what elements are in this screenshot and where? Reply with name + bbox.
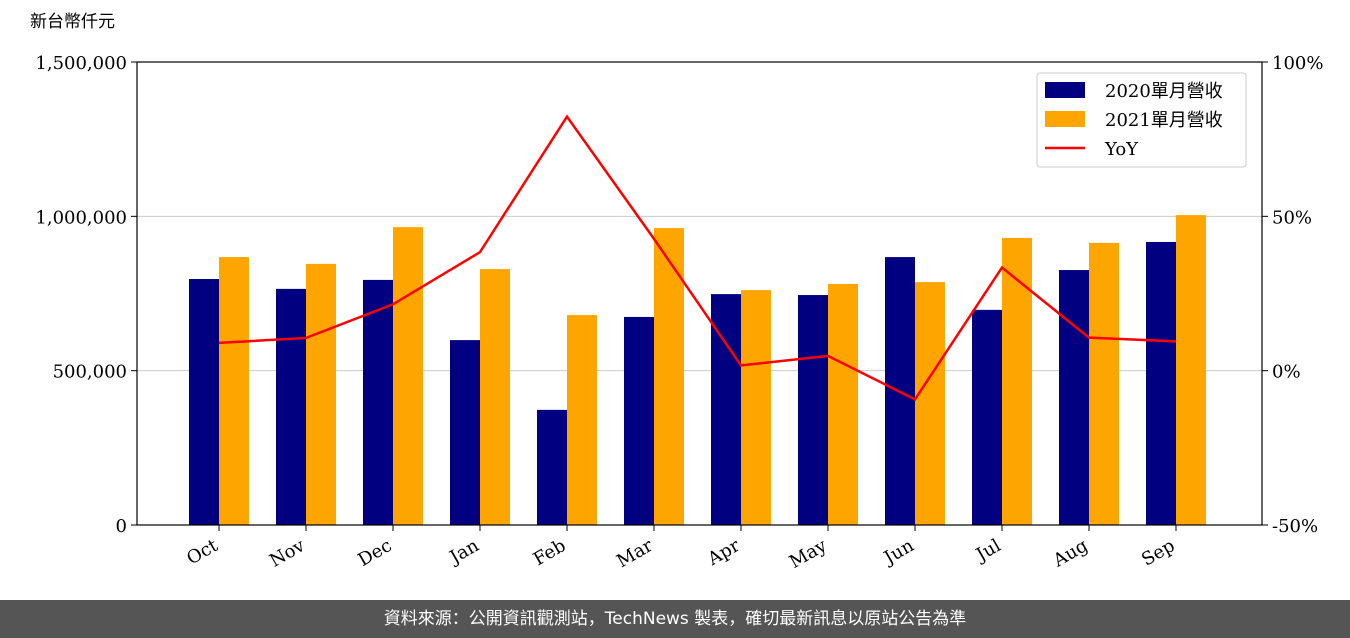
- bar: [654, 228, 684, 525]
- y-tick-label: 1,000,000: [35, 207, 127, 228]
- x-tick-label: Jun: [879, 535, 918, 570]
- x-tick-label: Sep: [1138, 535, 1178, 570]
- legend-label: 2020單月營收: [1105, 81, 1223, 102]
- legend-swatch: [1045, 82, 1085, 98]
- bar: [828, 283, 858, 525]
- y-tick-label: 1,500,000: [35, 53, 127, 74]
- line: [218, 114, 1177, 401]
- x-tick-label: Jul: [971, 535, 1005, 567]
- bar: [711, 294, 741, 525]
- y-tick-label: 0: [116, 516, 127, 537]
- x-tick-label: Oct: [183, 535, 222, 570]
- x-tick-label: Nov: [266, 535, 309, 572]
- x-tick-label: Jan: [445, 535, 483, 569]
- bar: [450, 340, 480, 525]
- y-axis-label: 新台幣仟元: [30, 12, 115, 32]
- bar: [219, 257, 249, 525]
- x-tick-label: Mar: [613, 535, 657, 572]
- bar: [567, 315, 597, 525]
- bar: [480, 269, 510, 525]
- bar: [306, 263, 336, 525]
- bar: [915, 282, 945, 525]
- bar: [276, 288, 306, 525]
- bar: [1059, 270, 1089, 525]
- bar: [624, 316, 654, 525]
- y-tick-label: 500,000: [53, 362, 127, 383]
- plot-frame: [136, 61, 1263, 526]
- x-tick-label: Dec: [355, 535, 396, 571]
- bar: [972, 309, 1002, 525]
- x-tick-label: Feb: [530, 535, 570, 570]
- bar: [1089, 242, 1119, 525]
- bar: [537, 409, 567, 525]
- x-tick-label: Aug: [1049, 535, 1092, 572]
- y2-tick-label: 100%: [1272, 53, 1323, 74]
- bar: [1146, 241, 1176, 525]
- chart: 新台幣仟元 0 500,000 1,000,000 1,500,000 -50% 0% 50…: [30, 12, 1323, 573]
- y2-tick-label: 0%: [1272, 362, 1301, 383]
- bar: [189, 278, 219, 525]
- bar: [741, 290, 771, 525]
- bar: [1176, 215, 1206, 525]
- bar: [1002, 237, 1032, 525]
- bar: [363, 279, 393, 525]
- footer: 資料來源：公開資訊觀測站，TechNews 製表，確切最新訊息以原站公告為準: [0, 600, 1350, 638]
- x-tick-label: Apr: [703, 535, 743, 570]
- legend-label: YoY: [1104, 139, 1139, 160]
- y2-tick-label: 50%: [1272, 207, 1312, 228]
- bar: [393, 227, 423, 526]
- y2-tick-label: -50%: [1272, 516, 1318, 537]
- legend-box: [1036, 72, 1247, 168]
- bar: [798, 295, 828, 525]
- legend-label: 2021單月營收: [1105, 110, 1223, 131]
- x-tick-label: May: [786, 535, 831, 573]
- legend-swatch: [1045, 111, 1085, 127]
